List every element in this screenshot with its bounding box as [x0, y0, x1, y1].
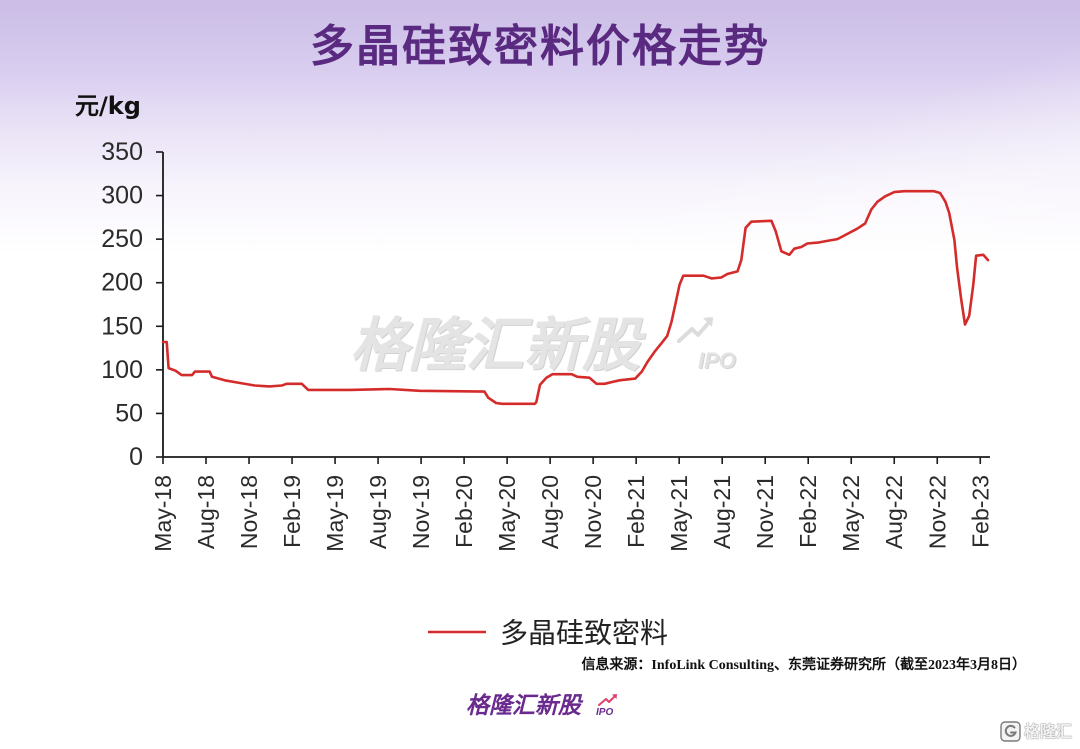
x-tick-label: Aug-19: [365, 475, 391, 549]
chart-title: 多晶硅致密料价格走势: [310, 21, 770, 72]
y-axis-label: 元/kg: [75, 92, 141, 120]
legend-label: 多晶硅致密料: [500, 617, 668, 650]
footer-logo: 格隆汇新股 IPO: [466, 690, 626, 724]
x-tick-label: Feb-21: [623, 475, 649, 548]
corner-logo-text: 格隆汇: [1024, 722, 1073, 741]
x-tick-label: Nov-18: [236, 475, 262, 549]
x-tick-label: May-20: [494, 475, 520, 552]
x-ticks: May-18 Aug-18 Nov-18 Feb-19 May-19 Aug-19 Nov-…: [150, 457, 993, 552]
series-line: [161, 189, 990, 406]
y-ticks: 0 50 100 150 200 250 300 350: [101, 138, 163, 471]
y-tick-label: 200: [101, 269, 143, 297]
y-tick-label: 100: [101, 356, 143, 384]
x-tick-label: Aug-18: [193, 475, 219, 549]
y-tick-label: 250: [101, 225, 143, 253]
watermark: 格隆汇新股 IPO: [350, 308, 760, 388]
watermark-text: 格隆汇新股: [350, 311, 641, 379]
x-tick-label: Feb-19: [279, 475, 305, 548]
g-logo-icon: [1000, 721, 1021, 742]
x-tick-label: Nov-20: [580, 475, 606, 549]
x-tick-label: Nov-22: [924, 475, 950, 549]
source-note: 信息来源：InfoLink Consulting、东莞证券研究所（截至2023年…: [581, 658, 1026, 673]
y-tick-label: 150: [101, 312, 143, 340]
footer-logo-sub: IPO: [596, 707, 614, 718]
legend: 多晶硅致密料: [428, 617, 668, 650]
rising-arrow-icon: [598, 694, 617, 706]
x-tick-label: Feb-20: [451, 475, 477, 548]
x-tick-label: Aug-22: [881, 475, 907, 549]
y-tick-label: 350: [101, 138, 143, 166]
x-tick-label: Feb-22: [795, 475, 821, 548]
footer-logo-text: 格隆汇新股: [466, 693, 581, 719]
y-tick-label: 50: [115, 399, 143, 427]
x-tick-label: May-18: [150, 475, 176, 552]
x-tick-label: May-21: [666, 475, 692, 552]
x-tick-label: Feb-23: [967, 475, 993, 548]
x-tick-label: May-22: [838, 475, 864, 552]
watermark-sub: IPO: [698, 348, 736, 373]
x-tick-label: Aug-21: [709, 475, 735, 549]
y-tick-label: 300: [101, 182, 143, 210]
x-tick-label: Nov-19: [408, 475, 434, 549]
x-tick-label: Nov-21: [752, 475, 778, 549]
y-tick-label: 0: [129, 443, 143, 471]
x-tick-label: Aug-20: [537, 475, 563, 549]
rising-arrow-icon: [677, 317, 713, 343]
x-tick-label: May-19: [322, 475, 348, 552]
corner-logo: 格隆汇: [1000, 719, 1076, 745]
